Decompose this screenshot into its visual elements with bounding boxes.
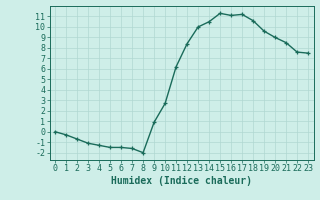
X-axis label: Humidex (Indice chaleur): Humidex (Indice chaleur)	[111, 176, 252, 186]
